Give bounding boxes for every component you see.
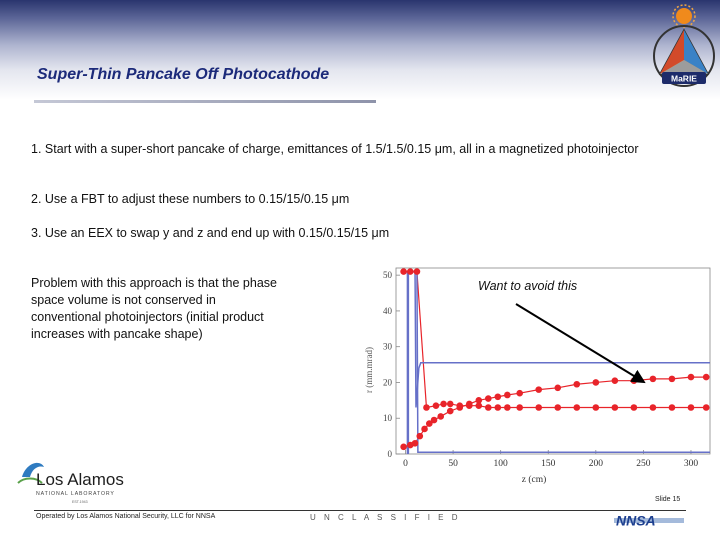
x-tick-label: 100 [494, 459, 509, 469]
los-alamos-logo: Los Alamos NATIONAL LABORATORY EST.1943 [17, 462, 124, 504]
footer-classification: U N C L A S S I F I E D [310, 513, 461, 522]
callout-arrow [515, 303, 646, 384]
data-point [421, 425, 428, 433]
plot-axes: 0 10 20 30 40 50 0 50 100 150 200 250 300 [383, 267, 711, 469]
data-point [416, 432, 424, 440]
data-point [554, 404, 562, 411]
sun-icon [676, 8, 692, 24]
x-tick-label: 0 [403, 459, 408, 469]
data-point [630, 404, 638, 411]
los-alamos-subtitle: NATIONAL LABORATORY [36, 491, 115, 497]
data-point [413, 268, 421, 275]
y-axis-label: r (mm.mrad) [364, 347, 374, 393]
data-point [423, 404, 430, 411]
x-tick-label: 150 [541, 459, 556, 469]
bullet-1: 1. Start with a super-short pancake of c… [31, 142, 639, 156]
data-point [494, 404, 502, 411]
nnsa-wordmark: NNSA [616, 513, 656, 529]
data-point [702, 373, 710, 381]
bullet-3: 3. Use an EEX to swap y and z and end up… [31, 226, 390, 240]
problem-statement: Problem with this approach is that the p… [31, 276, 277, 341]
marie-logo-text: MaRIE [671, 74, 697, 84]
data-point [592, 404, 600, 411]
emittance-plot: r (mm.mrad) z (cm) 0 10 20 30 40 50 0 50 100 150 2… [358, 258, 718, 490]
data-point [668, 375, 676, 383]
bullet-2: 2. Use a FBT to adjust these numbers to … [31, 192, 350, 206]
data-point [406, 268, 414, 275]
data-point [437, 413, 445, 420]
data-point [687, 373, 695, 381]
data-point [516, 404, 523, 411]
los-alamos-wordmark: Los Alamos [36, 470, 124, 489]
data-point [516, 389, 523, 397]
y-tick-label: 40 [383, 306, 393, 316]
slide-number: Slide 15 [655, 496, 681, 503]
data-point [687, 404, 695, 411]
nnsa-logo: NNSA [614, 513, 684, 529]
data-point [702, 404, 710, 411]
x-tick-label: 200 [589, 459, 604, 469]
data-point [400, 443, 407, 451]
data-point [446, 400, 454, 408]
data-point [475, 397, 483, 404]
x-axis-label: z (cm) [522, 474, 547, 485]
los-alamos-est: EST.1943 [72, 500, 88, 504]
data-point [554, 384, 562, 392]
footer-operator: Operated by Los Alamos National Security… [36, 513, 216, 520]
data-point [465, 402, 473, 410]
y-tick-label: 50 [383, 270, 393, 280]
data-point [494, 393, 502, 401]
data-point [440, 400, 447, 408]
data-point [535, 386, 543, 393]
y-tick-label: 30 [383, 342, 393, 352]
data-point [649, 375, 657, 383]
swoosh-icon [22, 462, 44, 477]
plot-points [400, 268, 710, 451]
data-point [456, 402, 464, 410]
callout-text: Want to avoid this [478, 279, 578, 293]
data-point [504, 404, 511, 411]
data-point [504, 391, 511, 399]
data-point [668, 404, 676, 411]
x-tick-label: 300 [684, 459, 699, 469]
data-point [611, 377, 619, 384]
header-band [0, 0, 720, 100]
title-underline [34, 100, 376, 103]
data-point [573, 404, 581, 411]
plot-frame [395, 267, 711, 455]
footer-rule [34, 510, 686, 511]
data-point [649, 404, 657, 411]
data-point [430, 416, 438, 424]
marie-logo: MaRIE [653, 4, 715, 87]
data-point [484, 395, 492, 402]
data-point [573, 380, 581, 388]
data-point [411, 439, 419, 447]
data-point [426, 420, 433, 427]
y-tick-label: 0 [388, 449, 393, 459]
data-point [535, 404, 543, 411]
x-tick-label: 50 [448, 459, 458, 469]
x-tick-label: 250 [636, 459, 651, 469]
data-point [446, 407, 454, 415]
y-tick-label: 20 [383, 377, 393, 387]
data-point [432, 402, 440, 410]
data-point [484, 404, 492, 411]
data-point [400, 268, 407, 275]
series-line [406, 270, 710, 454]
data-point [611, 404, 619, 411]
data-point [475, 402, 483, 410]
data-point [592, 379, 600, 386]
slide-title: Super-Thin Pancake Off Photocathode [37, 66, 330, 83]
y-tick-label: 10 [383, 413, 393, 423]
